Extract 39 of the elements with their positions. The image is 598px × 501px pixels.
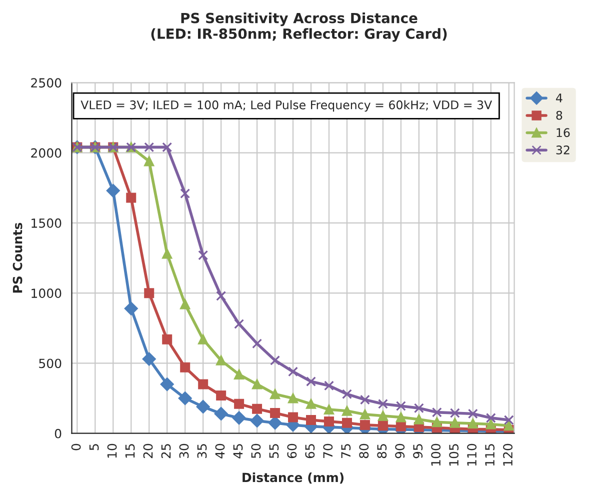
legend-label: 32 [556, 145, 570, 154]
x-tick-label: 70 [323, 444, 333, 458]
x-tick-label: 120 [503, 444, 513, 466]
y-tick-label: 2000 [31, 148, 62, 158]
y-tick-label: 500 [39, 358, 62, 368]
x-axis-title: Distance (mm) [242, 472, 344, 484]
x-tick-label: 45 [233, 444, 243, 458]
legend-label: 8 [556, 110, 562, 120]
x-tick-label: 25 [161, 444, 171, 458]
chart-title: PS Sensitivity Across Distance (LED: IR-850nm; Reflector: Gray Card) [151, 12, 447, 42]
x-tick-label: 115 [485, 444, 495, 466]
x-tick-label: 80 [359, 444, 369, 458]
y-tick-label: 0 [54, 428, 62, 438]
x-tick-label: 110 [467, 444, 477, 466]
x-tick-label: 60 [287, 444, 297, 458]
legend-label: 16 [556, 128, 570, 138]
x-tick-label: 55 [269, 444, 279, 458]
annotation: VLED = 3V; ILED = 100 mA; Led Pulse Frequency = 60kHz; VDD = 3V [80, 100, 492, 112]
x-tick-label: 10 [107, 444, 117, 458]
y-tick-label: 1500 [32, 218, 62, 228]
x-tick-label: 5 [89, 444, 99, 450]
x-tick-label: 75 [341, 444, 351, 458]
y-axis-title: PS Counts [12, 222, 22, 293]
x-tick-label: 0 [71, 444, 81, 450]
x-tick-label: 95 [413, 444, 423, 458]
x-tick-label: 40 [215, 444, 225, 458]
x-tick-label: 105 [449, 444, 459, 466]
x-tick-label: 15 [125, 444, 135, 458]
x-tick-label: 100 [431, 444, 441, 466]
y-tick-label: 1000 [32, 288, 62, 298]
x-tick-label: 35 [197, 444, 207, 458]
y-tick-label: 2500 [31, 78, 62, 88]
x-tick-label: 30 [179, 444, 189, 458]
legend-label: 4 [556, 94, 562, 102]
x-tick-label: 90 [395, 444, 405, 458]
x-tick-label: 65 [305, 444, 315, 458]
x-tick-label: 85 [377, 444, 387, 458]
x-tick-label: 20 [143, 444, 153, 458]
x-tick-label: 50 [251, 444, 261, 458]
